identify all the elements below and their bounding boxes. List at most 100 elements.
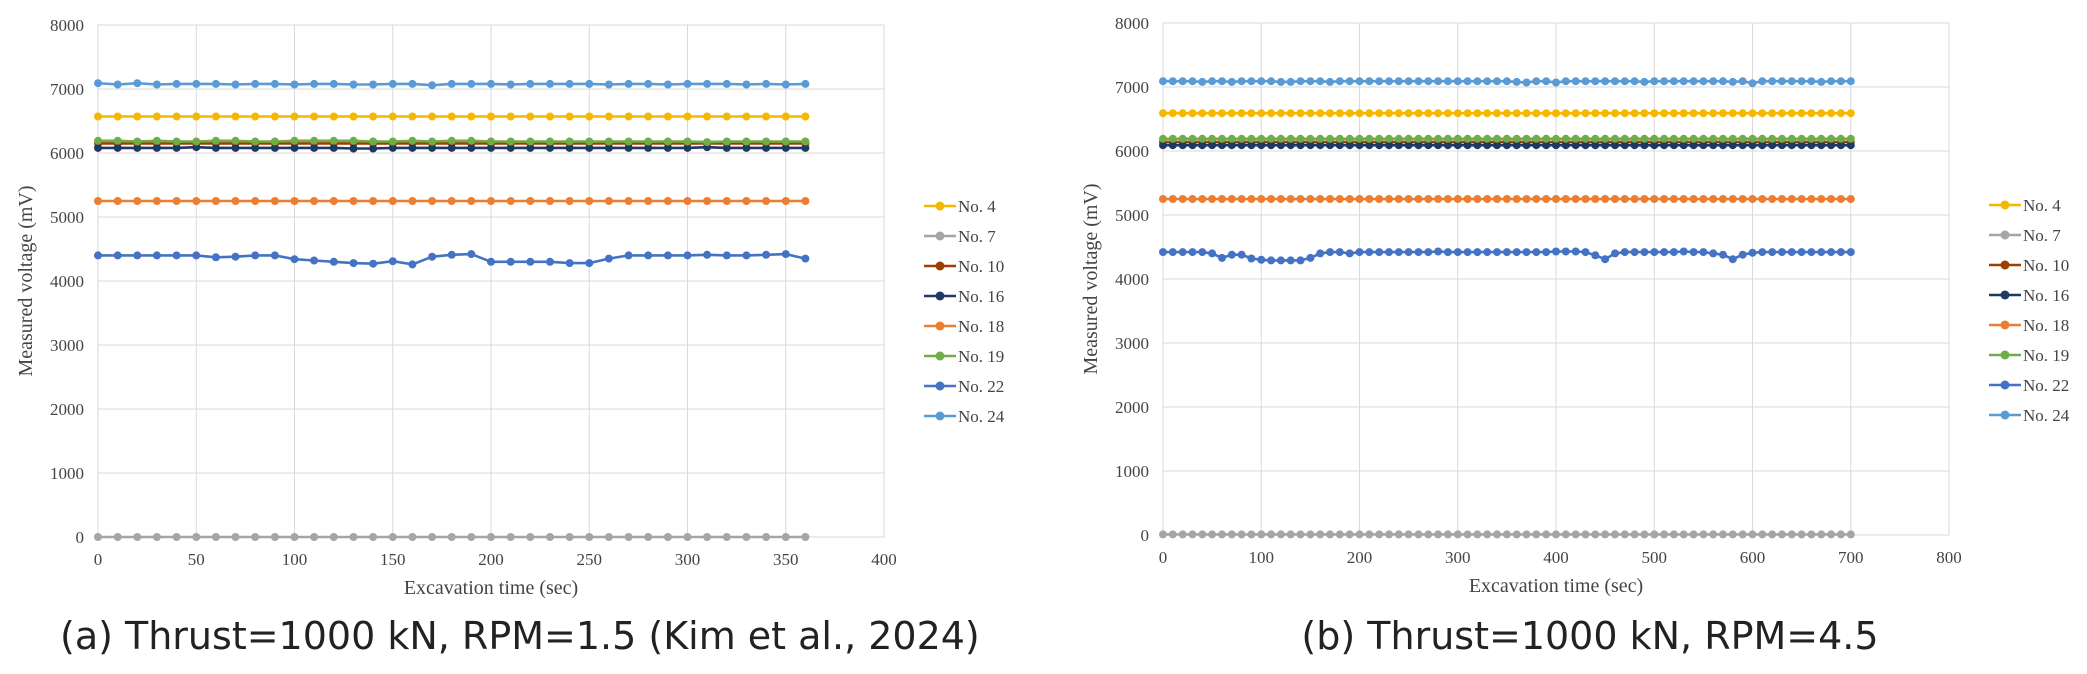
data-point-no-18 [1355,195,1364,203]
data-point-no-24 [310,79,319,88]
data-point-no-24 [1473,77,1482,86]
data-point-no-22 [1296,256,1305,265]
data-point-no-22 [113,251,122,260]
legend-label-no-4: No. 4 [2023,196,2061,215]
data-point-no-16 [585,143,594,152]
data-point-no-7 [1267,530,1276,539]
data-point-no-16 [329,143,338,152]
data-point-no-7 [742,533,751,541]
data-point-no-18 [762,197,771,205]
data-point-no-16 [1601,141,1610,150]
data-point-no-18 [683,197,692,205]
data-point-no-19 [703,138,712,147]
data-point-no-19 [1306,134,1315,143]
data-point-no-18 [565,197,574,205]
data-point-no-7 [1836,530,1845,539]
data-point-no-18 [1630,195,1639,203]
data-point-no-24 [388,79,397,88]
data-point-no-7 [1728,530,1737,539]
data-point-no-18 [251,197,260,205]
data-point-no-16 [1375,141,1384,150]
data-point-no-7 [1699,530,1708,539]
data-point-no-24 [644,79,653,88]
data-point-no-24 [1208,77,1217,86]
data-point-no-22 [1542,248,1551,257]
data-point-no-24 [408,79,417,88]
data-point-no-19 [781,137,790,146]
data-point-no-22 [1660,248,1669,257]
data-point-no-4 [1502,109,1511,118]
data-point-no-24 [1542,77,1551,86]
data-point-no-16 [467,143,476,152]
data-point-no-18 [722,197,731,205]
x-tick-label: 0 [1159,548,1168,567]
data-point-no-16 [231,143,240,152]
data-point-no-24 [290,80,299,89]
data-point-no-19 [1827,134,1836,143]
data-point-no-22 [1247,254,1256,263]
data-point-no-24 [762,79,771,88]
data-point-no-22 [1846,248,1855,257]
y-tick-label: 1000 [50,464,84,483]
data-point-no-7 [722,533,731,541]
data-point-no-19 [1316,134,1325,143]
data-point-no-24 [251,79,260,88]
data-point-no-18 [604,197,613,205]
legend-label-no-18: No. 18 [2023,316,2069,335]
data-point-no-22 [1168,248,1177,257]
data-point-no-4 [1286,109,1295,118]
data-point-no-7 [1797,530,1806,539]
data-point-no-4 [742,112,751,121]
data-point-no-4 [1728,109,1737,118]
data-point-no-19 [1159,134,1167,143]
data-point-no-18 [1453,195,1462,203]
data-point-no-16 [722,143,731,152]
data-point-no-19 [1473,134,1482,143]
data-point-no-24 [467,79,476,88]
data-point-no-19 [1758,134,1767,143]
data-point-no-18 [1404,195,1413,203]
data-point-no-4 [624,112,633,121]
data-point-no-7 [1522,530,1531,539]
data-point-no-18 [172,197,181,205]
data-point-no-7 [1611,530,1619,539]
data-point-no-16 [1306,141,1315,150]
data-point-no-7 [703,533,712,541]
data-point-no-19 [1296,134,1305,143]
data-point-no-4 [1227,109,1236,118]
data-point-no-24 [506,80,515,89]
data-point-no-7 [1326,530,1334,539]
data-point-no-18 [1728,195,1737,203]
data-point-no-16 [1660,141,1669,150]
data-point-no-16 [1424,141,1433,150]
data-point-no-22 [1512,248,1521,257]
data-point-no-19 [1552,134,1560,143]
data-point-no-19 [604,137,613,146]
data-point-no-4 [1434,109,1443,118]
legend-marker-no-16 [935,291,945,301]
data-point-no-22 [1817,248,1826,257]
data-point-no-18 [506,197,515,205]
data-point-no-7 [1316,530,1325,539]
data-point-no-7 [526,533,535,541]
data-point-no-16 [1365,141,1374,150]
data-point-no-18 [1385,195,1393,203]
data-point-no-16 [1483,141,1492,150]
data-point-no-7 [1257,530,1266,539]
data-point-no-7 [624,533,633,541]
data-point-no-16 [1247,141,1256,150]
data-point-no-18 [1601,195,1610,203]
data-point-no-18 [1424,195,1433,203]
data-point-no-22 [133,251,142,260]
data-point-no-22 [1591,251,1600,260]
y-tick-label: 2000 [1115,398,1149,417]
data-point-no-19 [388,137,397,146]
data-point-no-22 [585,259,594,268]
data-point-no-7 [1748,530,1757,539]
data-point-no-19 [1355,134,1364,143]
data-point-no-4 [388,112,397,121]
data-point-no-4 [1424,109,1433,118]
data-point-no-19 [1797,134,1806,143]
data-point-no-7 [1709,530,1718,539]
data-point-no-4 [1453,109,1462,118]
